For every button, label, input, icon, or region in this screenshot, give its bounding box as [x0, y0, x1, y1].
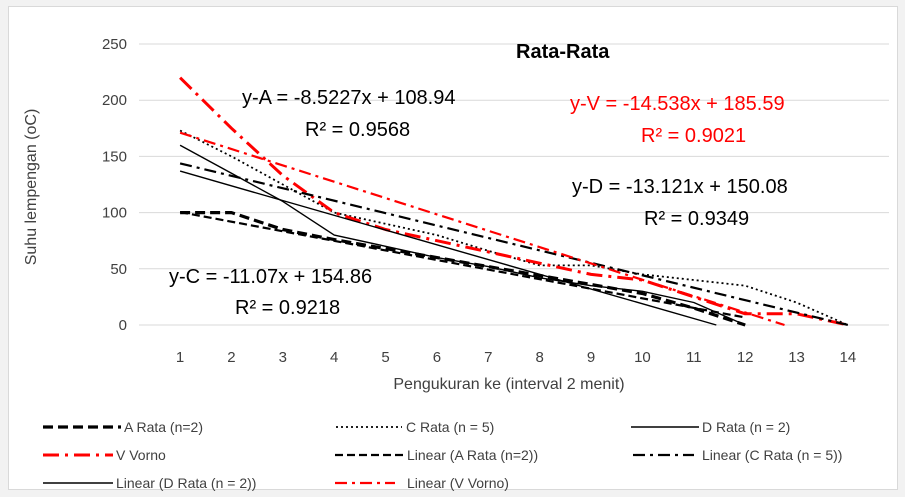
x-tick-label-13: 13	[788, 349, 805, 366]
y-tick-label-50: 50	[110, 261, 127, 278]
x-tick-label-9: 9	[587, 349, 595, 366]
series-line-linear-d-rata-n-2	[179, 170, 717, 326]
x-tick-label-2: 2	[227, 349, 235, 366]
x-tick-label-4: 4	[330, 349, 338, 366]
series-line-linear-v-vorno	[179, 131, 785, 327]
legend-item-c-rata: C Rata (n = 5)	[336, 419, 494, 435]
x-tick-label-5: 5	[381, 349, 389, 366]
equation-v-line1: y-V = -14.538x + 185.59	[570, 93, 785, 115]
chart-title: Rata-Rata	[516, 41, 610, 63]
legend-label-c-rata: C Rata (n = 5)	[406, 419, 494, 435]
equation-c-line1: y-C = -11.07x + 154.86	[169, 266, 372, 288]
legend-item-linear-d: Linear (D Rata (n = 2))	[43, 475, 256, 491]
equation-d-line2: R² = 0.9349	[644, 208, 749, 230]
legend-label-a-rata: A Rata (n=2)	[124, 419, 203, 435]
equation-a-line1: y-A = -8.5227x + 108.94	[242, 87, 456, 109]
x-tick-label-7: 7	[484, 349, 492, 366]
legend-label-linear-v: Linear (V Vorno)	[407, 475, 509, 491]
legend-label-linear-c: Linear (C Rata (n = 5))	[702, 447, 842, 463]
legend-label-d-rata: D Rata (n = 2)	[702, 419, 790, 435]
y-tick-label-0: 0	[119, 317, 127, 334]
legend-item-linear-a: Linear (A Rata (n=2))	[335, 447, 538, 463]
legend-label-v-vorno: V Vorno	[116, 447, 166, 463]
series-layer	[179, 76, 849, 327]
legend-item-a-rata: A Rata (n=2)	[43, 419, 203, 435]
equation-a-line2: R² = 0.9568	[305, 119, 410, 141]
legend: A Rata (n=2) C Rata (n = 5) D Rata (n = …	[43, 419, 842, 491]
x-tick-label-11: 11	[686, 349, 702, 366]
x-tick-label-3: 3	[279, 349, 287, 366]
y-tick-label-200: 200	[102, 92, 127, 109]
x-tick-label-8: 8	[536, 349, 544, 366]
legend-item-d-rata: D Rata (n = 2)	[631, 419, 790, 435]
equation-v-line2: R² = 0.9021	[641, 125, 746, 147]
equation-c-line2: R² = 0.9218	[235, 297, 340, 319]
series-line-v-vorno	[179, 76, 849, 327]
legend-item-linear-v: Linear (V Vorno)	[335, 475, 509, 491]
equation-d-line1: y-D = -13.121x + 150.08	[572, 176, 788, 198]
x-axis-title: Pengukuran ke (interval 2 menit)	[393, 376, 624, 393]
y-axis-title: Suhu lempengan (oC)	[23, 109, 40, 266]
x-tick-label-14: 14	[840, 349, 857, 366]
series-line-c-rata-n-5	[179, 129, 849, 326]
y-tick-label-250: 250	[102, 36, 127, 53]
x-tick-label-1: 1	[176, 349, 184, 366]
x-tick-label-12: 12	[737, 349, 754, 366]
legend-item-v-vorno: V Vorno	[43, 447, 166, 463]
series-line-linear-c-rata-n-5	[179, 162, 849, 327]
legend-item-linear-c: Linear (C Rata (n = 5))	[633, 447, 842, 463]
y-tick-label-100: 100	[102, 205, 127, 222]
chart-frame: 0 50 100 150 200 250 1 2 3 4 5 6 7 8 9 10 11 12 13 14 Rata-…	[8, 6, 898, 491]
legend-label-linear-a: Linear (A Rata (n=2))	[407, 447, 538, 463]
x-tick-label-6: 6	[433, 349, 441, 366]
y-tick-label-150: 150	[102, 148, 127, 165]
series-line-d-rata-n-2	[179, 144, 746, 326]
x-tick-label-10: 10	[634, 349, 651, 366]
legend-label-linear-d: Linear (D Rata (n = 2))	[116, 475, 256, 491]
